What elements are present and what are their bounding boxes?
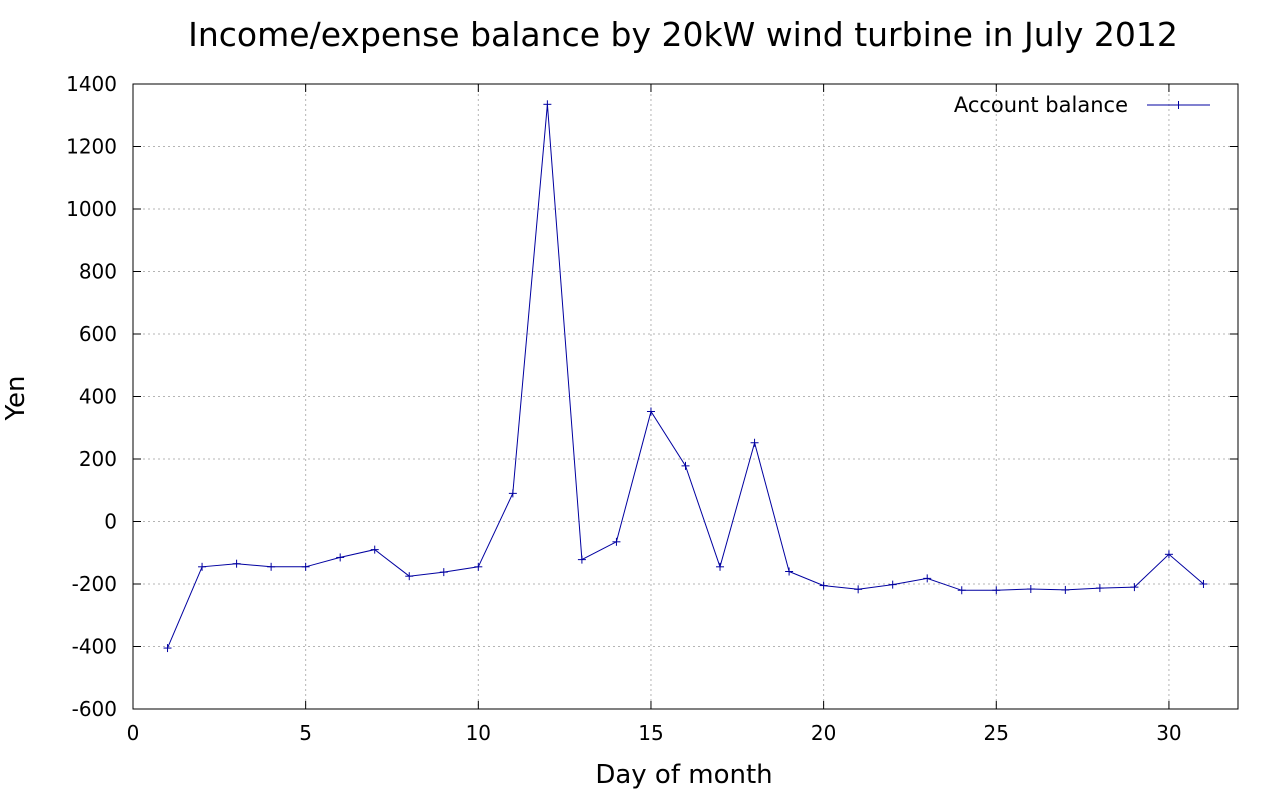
- data-point: [612, 537, 621, 546]
- data-point: [957, 586, 966, 595]
- data-point: [646, 407, 655, 416]
- data-point: [301, 562, 310, 571]
- data-point: [474, 562, 483, 571]
- data-point: [1164, 550, 1173, 559]
- data-point: [439, 568, 448, 577]
- data-point: [1130, 583, 1139, 592]
- x-tick-label: 0: [127, 721, 140, 745]
- data-point: [267, 562, 276, 571]
- y-tick-label: 800: [79, 260, 117, 284]
- data-point: [1061, 585, 1070, 594]
- y-tick-label: 1200: [66, 135, 117, 159]
- data-point: [1026, 585, 1035, 593]
- data-point: [716, 562, 725, 571]
- x-tick-label: 15: [638, 721, 663, 745]
- y-tick-label: -400: [72, 635, 117, 659]
- data-point: [543, 100, 552, 109]
- chart-title: Income/expense balance by 20kW wind turb…: [188, 15, 1178, 54]
- y-tick-label: 200: [79, 447, 117, 471]
- data-point: [750, 438, 759, 447]
- y-tick-label: 600: [79, 322, 117, 346]
- y-tick-label: 1000: [66, 197, 117, 221]
- y-tick-label: -200: [72, 572, 117, 596]
- data-point: [1095, 584, 1104, 593]
- legend-label: Account balance: [954, 93, 1128, 117]
- y-tick-label: 0: [104, 510, 117, 534]
- x-tick-label: 10: [466, 721, 491, 745]
- series-line: [167, 104, 1204, 649]
- data-point: [819, 581, 828, 590]
- y-axis: -600 -400 -200 0 200 400 600 800 1000 1200 1400: [66, 72, 1238, 721]
- data-point: [370, 545, 379, 554]
- data-point: [992, 586, 1001, 595]
- data-point: [336, 553, 345, 562]
- data-point: [163, 644, 172, 653]
- grid-lines: [133, 84, 1238, 709]
- data-point: [232, 559, 241, 568]
- x-tick-label: 20: [811, 721, 836, 745]
- y-tick-label: 400: [79, 385, 117, 409]
- data-point: [923, 574, 932, 583]
- x-axis-label: Day of month: [595, 760, 772, 790]
- legend: Account balance: [954, 93, 1210, 117]
- data-point: [198, 562, 207, 571]
- x-tick-label: 30: [1156, 721, 1181, 745]
- data-point: [577, 555, 586, 564]
- data-point: [508, 489, 517, 498]
- y-tick-label: 1400: [66, 72, 117, 96]
- data-point: [785, 567, 794, 576]
- legend-marker: [1174, 101, 1183, 109]
- data-point: [405, 572, 414, 581]
- data-point: [681, 461, 690, 470]
- x-axis: 0 5 10 15 20 25 30: [127, 84, 1182, 745]
- series-account-balance: [163, 100, 1208, 653]
- x-tick-label: 5: [299, 721, 312, 745]
- y-tick-label: -600: [72, 697, 117, 721]
- y-axis-label: Yen: [1, 376, 31, 422]
- data-point: [854, 585, 863, 594]
- x-tick-label: 25: [984, 721, 1009, 745]
- data-point: [888, 580, 897, 589]
- data-point: [1199, 580, 1208, 588]
